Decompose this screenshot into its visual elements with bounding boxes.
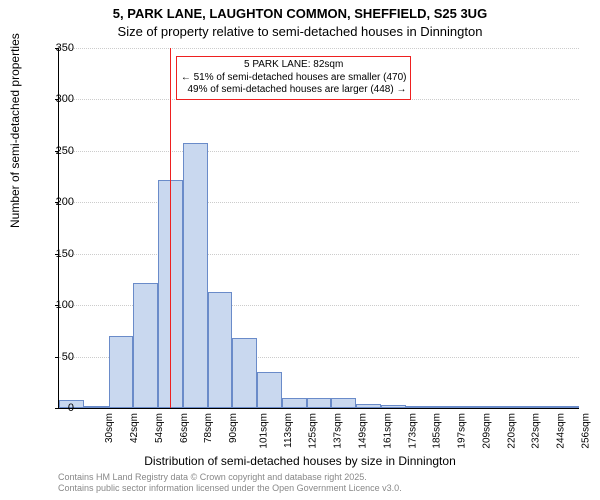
histogram-bar — [257, 372, 282, 408]
reference-line — [170, 48, 171, 408]
ytick-label: 300 — [44, 93, 74, 105]
xtick-label: 185sqm — [432, 413, 443, 449]
histogram-bar — [554, 406, 579, 408]
histogram-bar — [232, 338, 257, 408]
footer-line-1: Contains public sector information licen… — [58, 483, 402, 494]
xtick-label: 66sqm — [179, 413, 190, 443]
xtick-label: 78sqm — [203, 413, 214, 443]
xtick-label: 101sqm — [259, 413, 270, 449]
xtick-label: 113sqm — [283, 413, 294, 448]
ytick-label: 50 — [44, 351, 74, 363]
xtick-label: 173sqm — [407, 413, 418, 449]
xtick-label: 244sqm — [556, 413, 567, 449]
xtick-label: 54sqm — [154, 413, 165, 443]
footer-line-0: Contains HM Land Registry data © Crown c… — [58, 472, 402, 483]
histogram-bar — [455, 406, 480, 408]
ytick-label: 250 — [44, 145, 74, 157]
ytick-label: 200 — [44, 196, 74, 208]
xtick-label: 149sqm — [358, 413, 369, 449]
x-axis-label: Distribution of semi-detached houses by … — [0, 454, 600, 468]
xtick-label: 220sqm — [506, 413, 517, 449]
histogram-bar — [208, 292, 233, 408]
xtick-label: 90sqm — [228, 413, 239, 443]
histogram-bar — [331, 398, 356, 408]
ytick-label: 150 — [44, 248, 74, 260]
gridline — [59, 99, 579, 100]
xtick-label: 42sqm — [129, 413, 140, 443]
annotation-line-2: 49% of semi-detached houses are larger (… — [181, 84, 407, 97]
footer-attribution: Contains HM Land Registry data © Crown c… — [58, 472, 402, 494]
histogram-bar — [133, 283, 158, 408]
gridline — [59, 151, 579, 152]
gridline — [59, 254, 579, 255]
chart-title-1: 5, PARK LANE, LAUGHTON COMMON, SHEFFIELD… — [0, 6, 600, 21]
gridline — [59, 48, 579, 49]
histogram-bar — [307, 398, 332, 408]
histogram-bar — [430, 406, 455, 408]
plot-area: 5 PARK LANE: 82sqm ← 51% of semi-detache… — [58, 48, 579, 409]
xtick-label: 30sqm — [104, 413, 115, 443]
histogram-bar — [406, 406, 431, 408]
histogram-bar — [109, 336, 134, 408]
xtick-label: 125sqm — [308, 413, 319, 449]
annotation-line-1: ← 51% of semi-detached houses are smalle… — [181, 72, 407, 85]
xtick-label: 232sqm — [531, 413, 542, 449]
ytick-label: 100 — [44, 299, 74, 311]
xtick-label: 197sqm — [457, 413, 468, 449]
ytick-label: 350 — [44, 42, 74, 54]
xtick-label: 137sqm — [333, 413, 344, 449]
chart-container: 5, PARK LANE, LAUGHTON COMMON, SHEFFIELD… — [0, 0, 600, 500]
histogram-bar — [529, 406, 554, 408]
xtick-label: 256sqm — [580, 413, 591, 449]
histogram-bar — [381, 405, 406, 408]
histogram-bar — [282, 398, 307, 408]
y-axis-label: Number of semi-detached properties — [8, 33, 22, 228]
ytick-label: 0 — [44, 402, 74, 414]
histogram-bar — [183, 143, 208, 408]
xtick-label: 161sqm — [382, 413, 393, 449]
reference-annotation: 5 PARK LANE: 82sqm ← 51% of semi-detache… — [176, 56, 412, 100]
xtick-label: 209sqm — [481, 413, 492, 449]
chart-title-2: Size of property relative to semi-detach… — [0, 24, 600, 39]
annotation-line-0: 5 PARK LANE: 82sqm — [181, 59, 407, 72]
histogram-bar — [356, 404, 381, 408]
histogram-bar — [84, 406, 109, 408]
gridline — [59, 202, 579, 203]
histogram-bar — [505, 406, 530, 408]
histogram-bar — [480, 406, 505, 408]
